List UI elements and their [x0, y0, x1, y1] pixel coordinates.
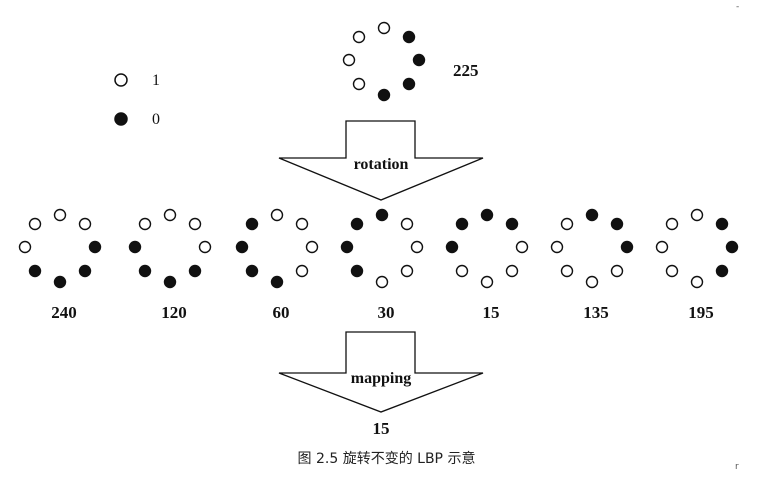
pattern-15-neighbor-3: [515, 240, 529, 254]
pattern-value-15: 15: [483, 303, 500, 322]
top-pattern-neighbor-1: [377, 21, 391, 35]
pattern-15-neighbor-0: [455, 217, 469, 231]
pattern-120-neighbor-5: [163, 275, 177, 289]
legend-black-dot: [114, 112, 128, 126]
mapping-arrow-shape: [278, 331, 484, 413]
pattern-30-neighbor-0: [350, 217, 364, 231]
pattern-240-neighbor-2: [78, 217, 92, 231]
pattern-135-neighbor-2: [610, 217, 624, 231]
pattern-15-neighbor-2: [505, 217, 519, 231]
pattern-value-135: 135: [583, 303, 609, 322]
pattern-60-neighbor-2: [295, 217, 309, 231]
pattern-value-60: 60: [273, 303, 290, 322]
pattern-30-neighbor-6: [350, 264, 364, 278]
pattern-195-neighbor-6: [665, 264, 679, 278]
pattern-240-neighbor-0: [28, 217, 42, 231]
pattern-120-neighbor-7: [128, 240, 142, 254]
pattern-135-neighbor-6: [560, 264, 574, 278]
pattern-120-neighbor-6: [138, 264, 152, 278]
rotation-label: rotation: [354, 156, 409, 173]
rotated-pattern-30: 30: [340, 208, 424, 322]
pattern-30-neighbor-3: [410, 240, 424, 254]
pattern-135-neighbor-7: [550, 240, 564, 254]
pattern-value-240: 240: [51, 303, 77, 322]
pattern-195-neighbor-3: [725, 240, 739, 254]
pattern-195-neighbor-0: [665, 217, 679, 231]
legend-black-label: 0: [152, 111, 160, 128]
pattern-15-neighbor-6: [455, 264, 469, 278]
result-value: 15: [373, 419, 390, 438]
top-pattern-neighbor-5: [377, 88, 391, 102]
top-pattern-value: 225: [453, 61, 479, 80]
pattern-135-neighbor-0: [560, 217, 574, 231]
pattern-135-neighbor-5: [585, 275, 599, 289]
top-pattern-neighbor-4: [402, 77, 416, 91]
pattern-row: 240 120 60 30 15 135 195: [18, 208, 739, 322]
pattern-60-neighbor-1: [270, 208, 284, 222]
pattern-195-neighbor-2: [715, 217, 729, 231]
pattern-value-195: 195: [688, 303, 714, 322]
pattern-120-neighbor-3: [198, 240, 212, 254]
rotated-pattern-240: 240: [18, 208, 102, 322]
pattern-135-neighbor-4: [610, 264, 624, 278]
rotated-pattern-60: 60: [235, 208, 319, 322]
pattern-195-neighbor-7: [655, 240, 669, 254]
mapping-arrow: mapping: [278, 331, 484, 413]
pattern-30-neighbor-5: [375, 275, 389, 289]
top-pattern-neighbor-7: [342, 53, 356, 67]
pattern-30-neighbor-1: [375, 208, 389, 222]
pattern-30-neighbor-7: [340, 240, 354, 254]
pattern-120-neighbor-2: [188, 217, 202, 231]
legend: 1 0: [114, 72, 160, 128]
pattern-195-neighbor-5: [690, 275, 704, 289]
pattern-120-neighbor-4: [188, 264, 202, 278]
pattern-value-30: 30: [378, 303, 395, 322]
corner-mark-bottom: r: [735, 462, 739, 472]
pattern-15-neighbor-5: [480, 275, 494, 289]
pattern-240-neighbor-5: [53, 275, 67, 289]
pattern-240-neighbor-4: [78, 264, 92, 278]
figure-caption: 图 2.5 旋转不变的 LBP 示意: [297, 451, 476, 467]
rotated-pattern-135: 135: [550, 208, 634, 322]
pattern-60-neighbor-0: [245, 217, 259, 231]
legend-white-label: 1: [152, 72, 160, 89]
rotation-arrow-shape: [278, 120, 484, 201]
top-pattern-neighbor-3: [412, 53, 426, 67]
pattern-60-neighbor-5: [270, 275, 284, 289]
pattern-15-neighbor-1: [480, 208, 494, 222]
pattern-120-neighbor-1: [163, 208, 177, 222]
top-pattern-neighbor-2: [402, 30, 416, 44]
top-pattern: [342, 21, 426, 102]
corner-mark-top: -: [736, 2, 740, 12]
legend-white-dot: [114, 73, 128, 87]
pattern-195-neighbor-1: [690, 208, 704, 222]
pattern-240-neighbor-6: [28, 264, 42, 278]
pattern-60-neighbor-4: [295, 264, 309, 278]
pattern-120-neighbor-0: [138, 217, 152, 231]
rotation-arrow: rotation: [278, 120, 484, 201]
pattern-15-neighbor-4: [505, 264, 519, 278]
pattern-30-neighbor-2: [400, 217, 414, 231]
pattern-240-neighbor-1: [53, 208, 67, 222]
top-pattern-neighbor-0: [352, 30, 366, 44]
pattern-60-neighbor-7: [235, 240, 249, 254]
top-pattern-neighbor-6: [352, 77, 366, 91]
pattern-15-neighbor-7: [445, 240, 459, 254]
pattern-30-neighbor-4: [400, 264, 414, 278]
pattern-240-neighbor-7: [18, 240, 32, 254]
rotated-pattern-120: 120: [128, 208, 212, 322]
mapping-label: mapping: [351, 370, 411, 387]
pattern-60-neighbor-3: [305, 240, 319, 254]
pattern-60-neighbor-6: [245, 264, 259, 278]
rotated-pattern-15: 15: [445, 208, 529, 322]
rotated-pattern-195: 195: [655, 208, 739, 322]
pattern-value-120: 120: [161, 303, 187, 322]
pattern-195-neighbor-4: [715, 264, 729, 278]
pattern-135-neighbor-1: [585, 208, 599, 222]
pattern-240-neighbor-3: [88, 240, 102, 254]
pattern-135-neighbor-3: [620, 240, 634, 254]
